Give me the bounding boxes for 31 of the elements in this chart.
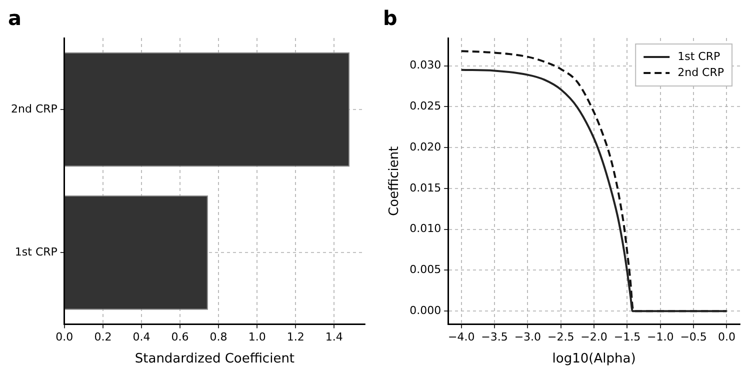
- x-tick-label: −3.5: [481, 330, 508, 344]
- x-tick-label: −0.5: [680, 330, 707, 344]
- y-tick-label: 0.000: [410, 304, 442, 317]
- x-tick-label: −1.5: [614, 330, 641, 344]
- legend-label: 1st CRP: [678, 50, 720, 63]
- x-tick-label: 0.0: [56, 330, 74, 344]
- y-tick-label: 0.015: [410, 181, 442, 194]
- x-axis-title: log10(Alpha): [552, 352, 636, 367]
- y-tick-label: 0.005: [410, 263, 442, 276]
- x-tick-label: 0.6: [171, 330, 189, 344]
- chart-title: a: [8, 6, 22, 30]
- x-axis-title: Standardized Coefficient: [134, 352, 295, 367]
- x-tick-label: −1.0: [647, 330, 674, 344]
- x-tick-label: 1.4: [325, 330, 343, 344]
- y-tick-label: 0.010: [410, 222, 442, 236]
- x-tick-label: −2.5: [548, 330, 574, 344]
- y-tick-label: 0.030: [410, 58, 442, 72]
- x-tick-label: −2.0: [580, 330, 608, 344]
- x-tick-label: 0.0: [718, 330, 736, 344]
- y-axis-title: Coefficient: [387, 146, 402, 216]
- x-tick-label: 0.2: [94, 330, 112, 344]
- y-tick-label: 0.020: [410, 140, 442, 154]
- x-tick-label: 0.4: [132, 330, 150, 344]
- x-tick-label: 1.2: [286, 330, 304, 344]
- x-tick-label: 1.0: [248, 330, 266, 344]
- y-tick-label: 0.025: [410, 100, 442, 113]
- x-tick-label: −3.0: [514, 330, 542, 344]
- legend-label: 2nd CRP: [678, 66, 724, 79]
- chart-title: b: [383, 6, 398, 30]
- x-tick-label: −4.0: [448, 330, 475, 344]
- x-tick-label: 0.8: [210, 330, 228, 344]
